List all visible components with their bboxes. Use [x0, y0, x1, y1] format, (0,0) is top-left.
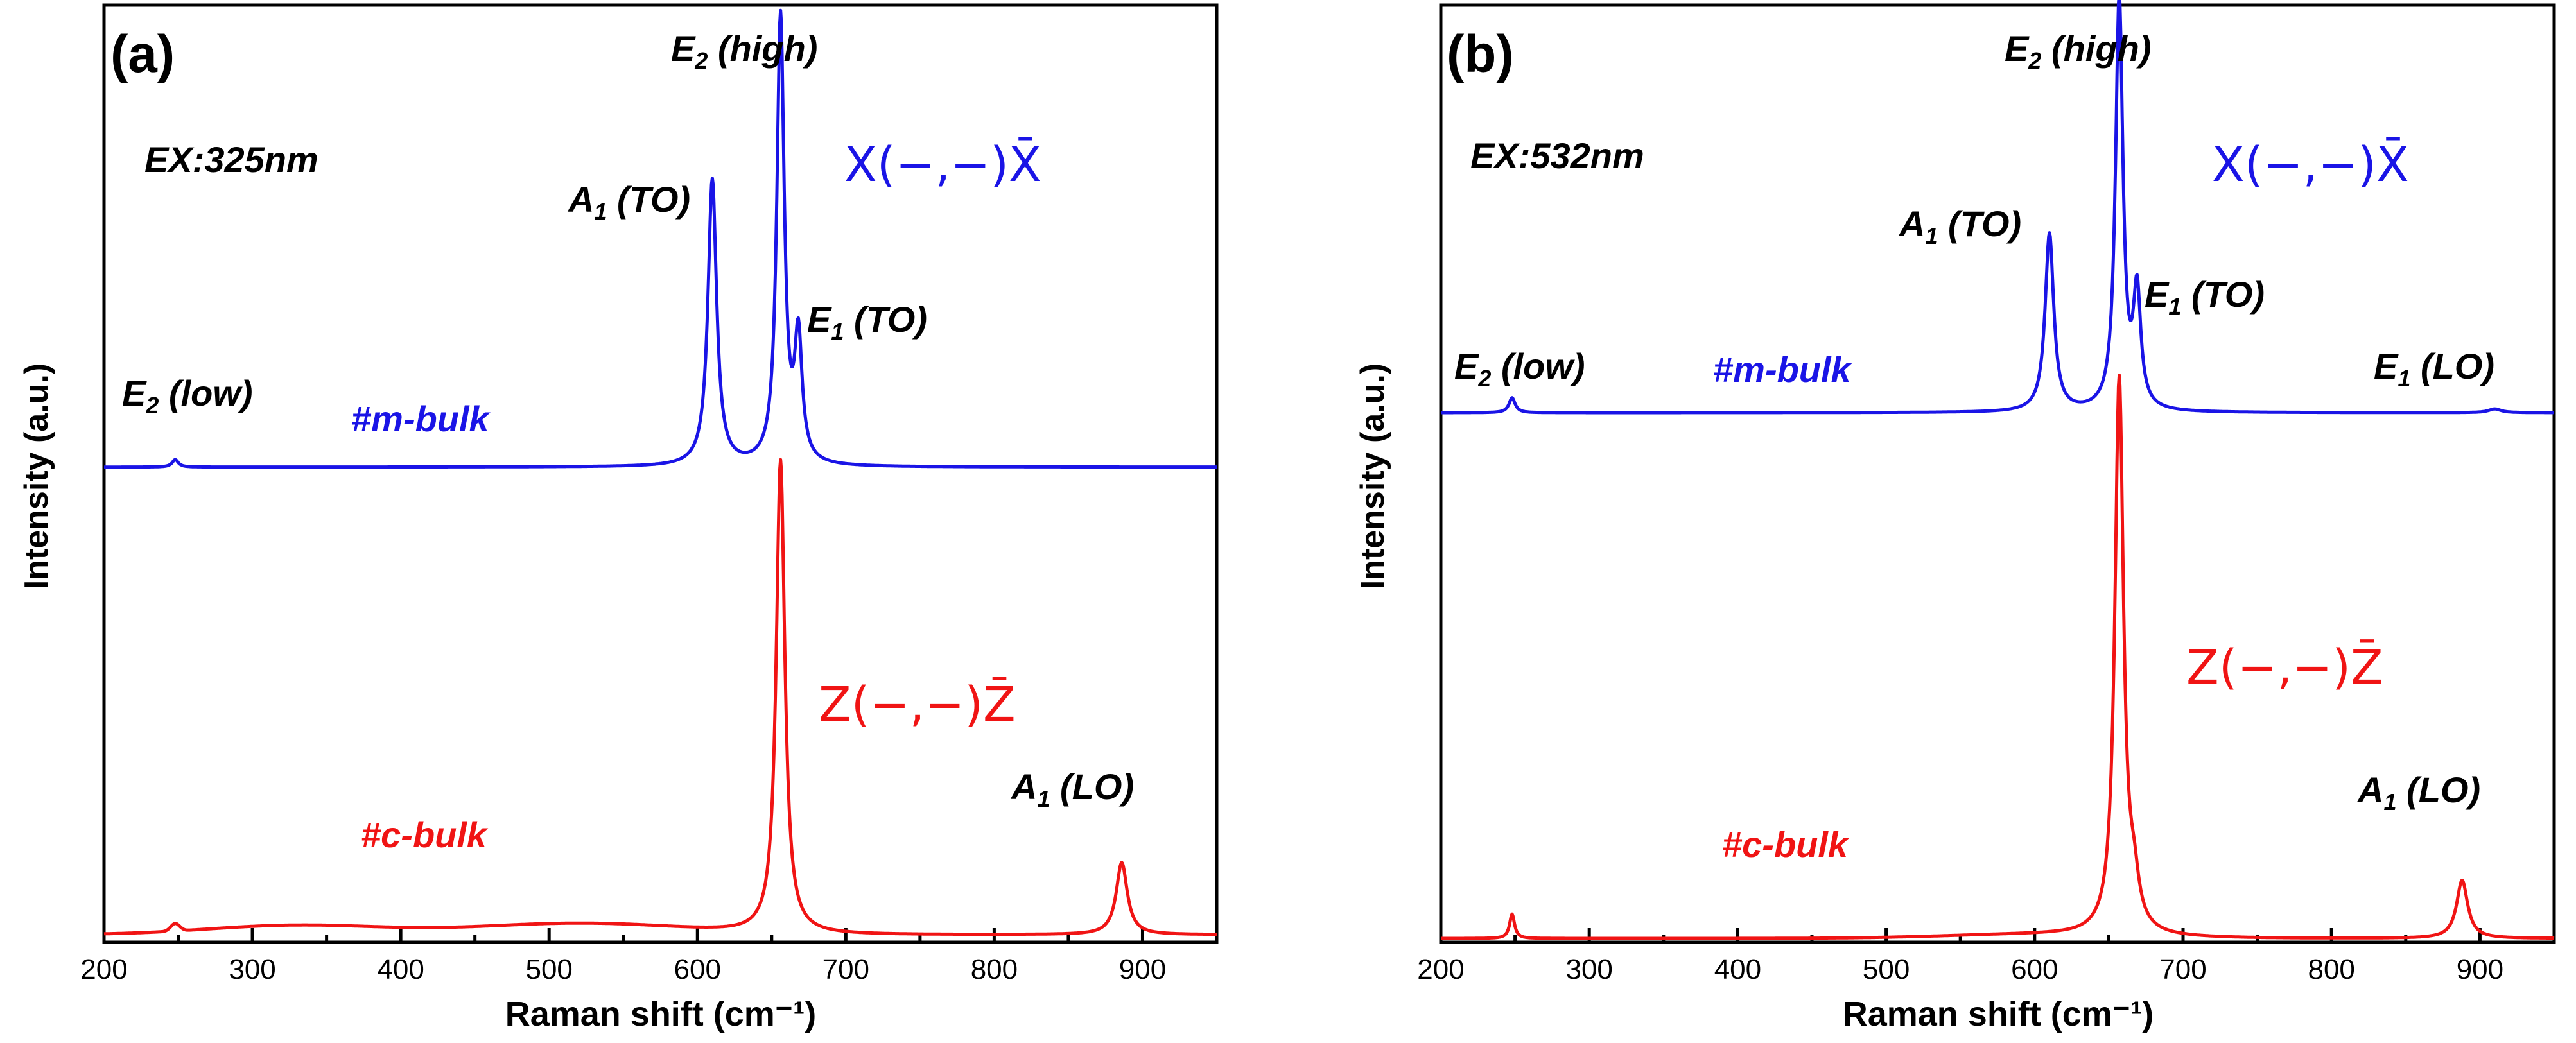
x-tick-label: 600 — [674, 954, 721, 985]
panel-a-c-bulk-label: #c-bulk — [361, 815, 489, 855]
panel-a: 200 300 400 500 600 700 800 900 (a) EX:325nm In… — [18, 3, 1219, 1033]
x-tick-label: 900 — [1119, 954, 1166, 985]
panel-a-ticklabels: 200 300 400 500 600 700 800 900 — [80, 954, 1166, 985]
series-line-cbulk — [103, 458, 1218, 936]
panel-b-excitation: EX:532nm — [1470, 135, 1644, 176]
x-tick-label: 500 — [525, 954, 572, 985]
panel-a-ylabel: Intensity (a.u.) — [18, 363, 55, 589]
panel-a-peak-e1-to: E1 (TO) — [807, 299, 927, 345]
x-tick-label: 200 — [1417, 954, 1464, 985]
panel-b: 200 300 400 500 600 700 800 900 (b) EX:532nm In… — [1354, 0, 2556, 1033]
panel-a-label: (a) — [110, 25, 175, 83]
panel-a-m-bulk-label: #m-bulk — [351, 399, 491, 439]
panel-b-ylabel: Intensity (a.u.) — [1354, 363, 1391, 589]
x-tick-label: 300 — [229, 954, 275, 985]
panel-b-frame — [1439, 3, 2556, 944]
panel-a-curves — [103, 8, 1218, 936]
x-tick-label: 800 — [971, 954, 1018, 985]
panel-a-peak-e2-high: E2 (high) — [671, 28, 817, 74]
x-tick-label: 900 — [2457, 954, 2503, 985]
panel-b-ticklabels: 200 300 400 500 600 700 800 900 — [1417, 954, 2503, 985]
x-tick-label: 500 — [1863, 954, 1910, 985]
panel-a-peak-a1-lo: A1 (LO) — [1010, 766, 1134, 812]
x-tick-label: 700 — [822, 954, 869, 985]
panel-b-label: (b) — [1447, 25, 1514, 83]
panel-b-peak-a1-to: A1 (TO) — [1898, 203, 2021, 249]
panel-a-peak-e2-low: E2 (low) — [122, 373, 253, 418]
x-tick-label: 400 — [377, 954, 424, 985]
panel-b-peak-a1-lo: A1 (LO) — [2356, 770, 2480, 815]
panel-b-m-bulk-label: #m-bulk — [1713, 349, 1853, 390]
panel-b-peak-e2-low: E2 (low) — [1454, 346, 1585, 392]
panel-a-xlabel: Raman shift (cm⁻¹) — [505, 995, 817, 1033]
panel-b-c-polarization: Z(−,−)Z̄ — [2186, 639, 2383, 695]
panel-a-c-polarization: Z(−,−)Z̄ — [819, 677, 1016, 732]
x-tick-label: 400 — [1714, 954, 1761, 985]
x-tick-label: 600 — [2011, 954, 2058, 985]
panel-a-peak-a1-to: A1 (TO) — [567, 179, 690, 225]
x-tick-label: 200 — [80, 954, 127, 985]
panel-b-xlabel: Raman shift (cm⁻¹) — [1843, 995, 2154, 1033]
x-tick-label: 300 — [1565, 954, 1612, 985]
x-tick-label: 700 — [2159, 954, 2206, 985]
series-line-cbulk — [1440, 374, 2555, 940]
panel-b-m-polarization: X(−,−)X̄ — [2212, 137, 2409, 193]
series-line-mbulk — [103, 8, 1218, 469]
panel-b-peak-e2-high: E2 (high) — [2005, 28, 2151, 74]
panel-a-m-polarization: X(−,−)X̄ — [844, 137, 1041, 193]
x-tick-label: 800 — [2308, 954, 2354, 985]
panel-a-excitation: EX:325nm — [144, 139, 318, 180]
panel-a-frame — [102, 3, 1219, 944]
panel-b-peak-e1-lo: E1 (LO) — [2374, 346, 2494, 392]
series-line-mbulk — [1440, 0, 2555, 415]
panel-b-curves — [1440, 0, 2555, 940]
panel-b-c-bulk-label: #c-bulk — [1722, 824, 1850, 865]
panel-b-peak-e1-to: E1 (TO) — [2145, 274, 2265, 320]
